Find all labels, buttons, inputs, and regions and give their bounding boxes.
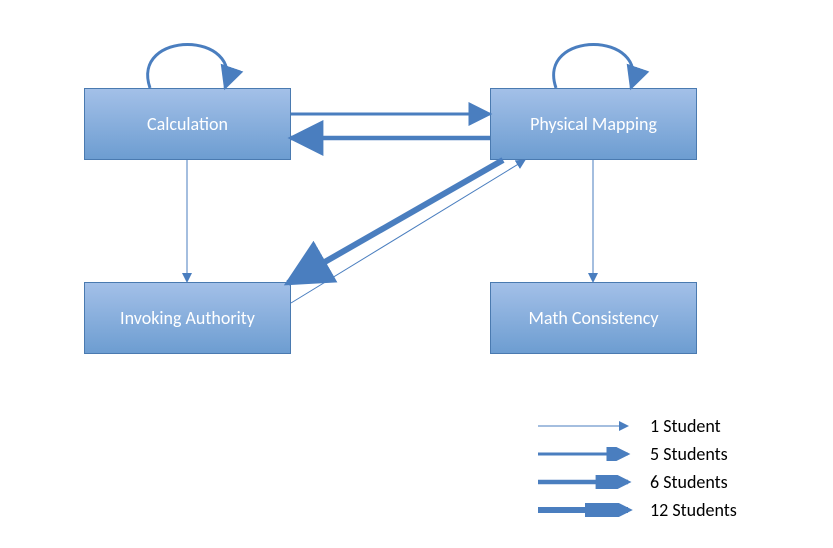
legend-row: 1 Student <box>538 412 737 440</box>
legend-row: 6 Students <box>538 468 737 496</box>
legend-row: 12 Students <box>538 496 737 524</box>
node-label: Physical Mapping <box>530 113 657 135</box>
node-invoking-authority: Invoking Authority <box>84 282 291 354</box>
legend-label: 1 Student <box>650 415 721 437</box>
edge-calc-self <box>148 45 228 89</box>
legend-line-icon <box>538 447 638 461</box>
legend-line-icon <box>538 503 638 517</box>
edge-phys-self <box>554 45 634 89</box>
node-label: Invoking Authority <box>120 307 255 329</box>
legend-line-icon <box>538 419 638 433</box>
legend: 1 Student 5 Students 6 Students 12 Stude… <box>538 412 737 524</box>
edge-phys-to-auth <box>288 160 503 283</box>
node-math-consistency: Math Consistency <box>490 282 697 354</box>
node-physical-mapping: Physical Mapping <box>490 88 697 160</box>
node-calculation: Calculation <box>84 88 291 160</box>
legend-label: 5 Students <box>650 443 728 465</box>
legend-label: 12 Students <box>650 499 737 521</box>
legend-line-icon <box>538 475 638 489</box>
legend-row: 5 Students <box>538 440 737 468</box>
legend-label: 6 Students <box>650 471 728 493</box>
node-label: Calculation <box>147 113 228 135</box>
node-label: Math Consistency <box>529 307 659 329</box>
